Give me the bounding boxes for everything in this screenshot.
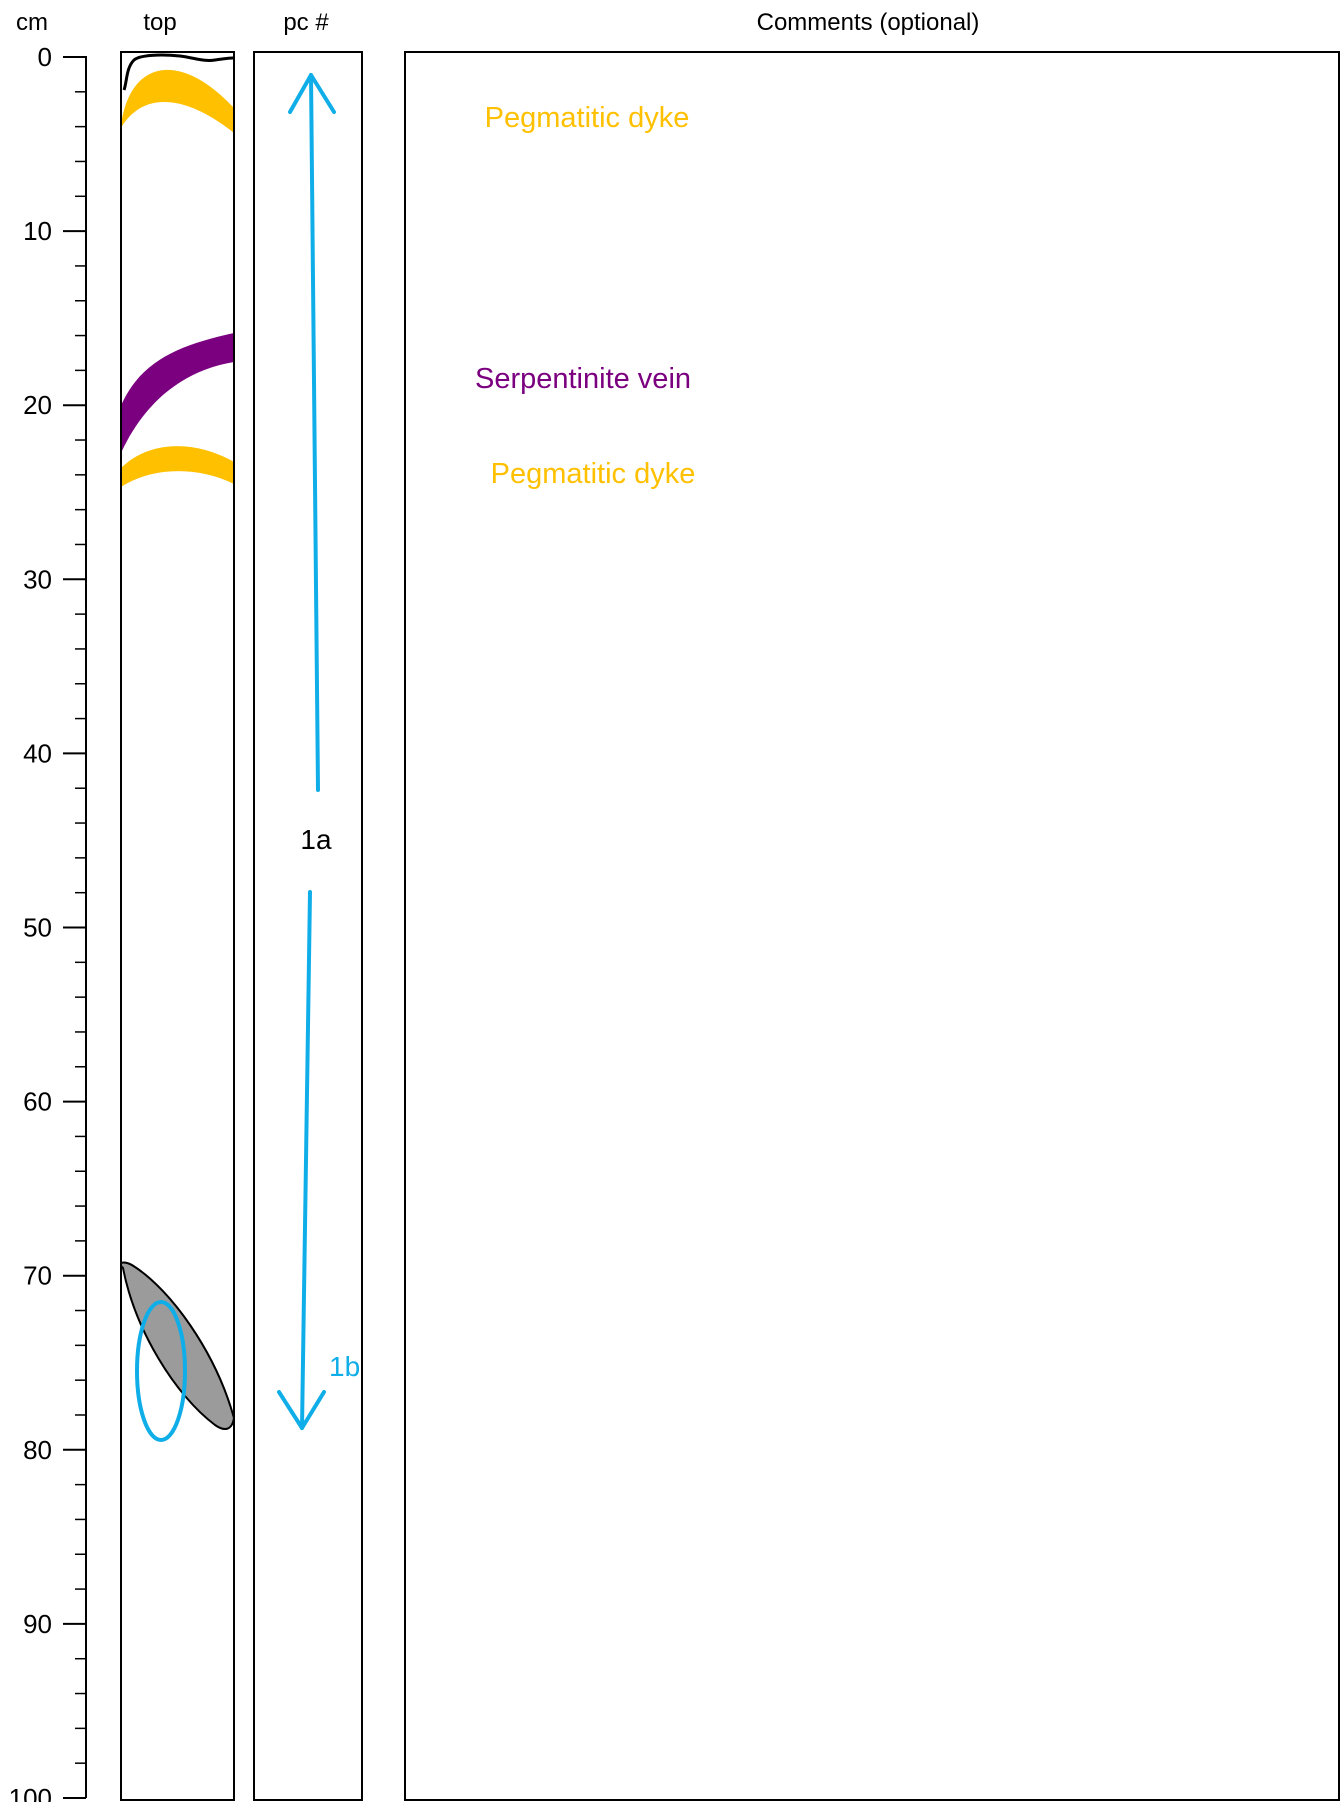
depth-tick-label: 40 [23, 738, 52, 768]
pegmatitic-dyke-upper [121, 69, 234, 133]
comment-pegmatitic-dyke-upper: Pegmatitic dyke [485, 102, 690, 134]
piece-column-header: pc # [283, 9, 329, 36]
serpentinite-vein [121, 333, 234, 453]
depth-tick-label: 10 [23, 216, 52, 246]
depth-tick-label: 20 [23, 390, 52, 420]
pegmatitic-dyke-lower [121, 446, 234, 487]
piece-column: 1a 1b [253, 51, 363, 1801]
piece-column-frame [253, 51, 363, 1801]
piece-1b-label: 1b [329, 1351, 360, 1382]
comment-serpentinite-vein: Serpentinite vein [475, 363, 691, 395]
scale-unit-header: cm [16, 9, 48, 36]
depth-tick-label: 0 [38, 42, 52, 72]
depth-scale: 0 10 20 30 40 50 60 70 80 90 100 [9, 42, 87, 1802]
depth-tick-label: 100 [9, 1783, 52, 1802]
tick-labels: 0 10 20 30 40 50 60 70 80 90 100 [9, 42, 52, 1802]
arrow-shaft [309, 73, 320, 792]
arrowhead-up [288, 73, 336, 114]
top-column-header: top [143, 9, 176, 36]
major-ticks [63, 56, 86, 1799]
core-column-frame [120, 51, 235, 1801]
sample-location-ellipse [135, 1300, 187, 1442]
depth-tick-label: 60 [23, 1087, 52, 1117]
core-top-break [122, 53, 234, 91]
piece-1a-up-arrow [288, 73, 336, 792]
core-column [120, 51, 235, 1801]
depth-tick-label: 50 [23, 913, 52, 943]
minor-ticks [75, 91, 86, 1764]
comments-column-header: Comments (optional) [757, 9, 980, 36]
comments-column: Pegmatitic dyke Serpentinite vein Pegmat… [404, 51, 1340, 1801]
grey-clast [121, 1261, 234, 1431]
arrowhead-down [277, 1390, 326, 1430]
piece-1a-down-arrow [277, 890, 326, 1430]
depth-tick-label: 90 [23, 1609, 52, 1639]
comments-column-frame [404, 51, 1340, 1801]
arrow-shaft [300, 890, 312, 1430]
core-features [121, 53, 234, 1442]
depth-tick-label: 80 [23, 1435, 52, 1465]
depth-tick-label: 30 [23, 564, 52, 594]
comment-pegmatitic-dyke-lower: Pegmatitic dyke [491, 458, 696, 490]
depth-tick-label: 70 [23, 1261, 52, 1291]
piece-1a-label: 1a [300, 824, 332, 855]
